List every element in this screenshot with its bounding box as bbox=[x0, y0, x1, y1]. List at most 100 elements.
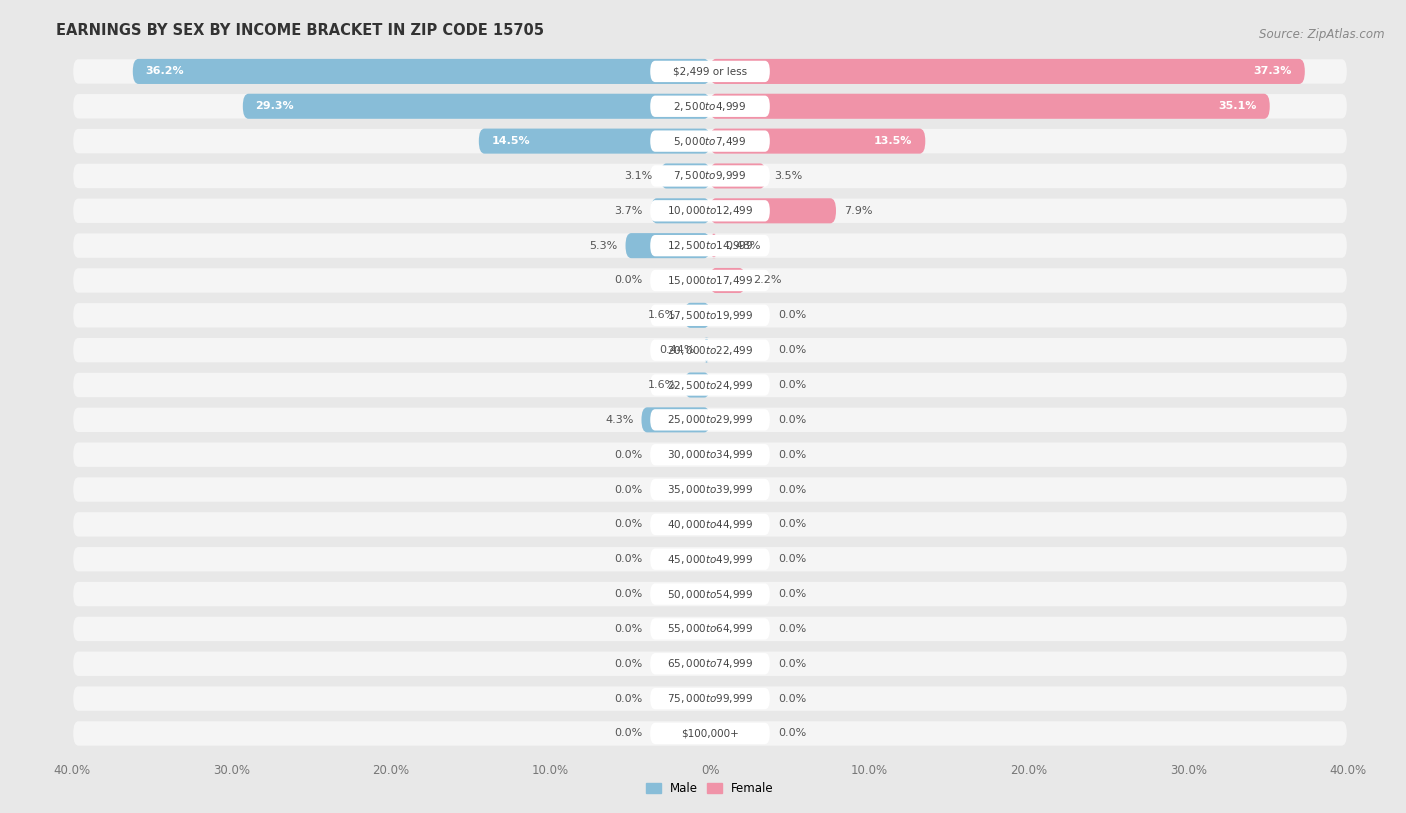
FancyBboxPatch shape bbox=[626, 233, 710, 259]
FancyBboxPatch shape bbox=[710, 59, 1305, 84]
FancyBboxPatch shape bbox=[72, 267, 1348, 293]
Text: $22,500 to $24,999: $22,500 to $24,999 bbox=[666, 379, 754, 392]
FancyBboxPatch shape bbox=[650, 235, 770, 256]
Text: 4.3%: 4.3% bbox=[605, 415, 634, 425]
FancyBboxPatch shape bbox=[650, 409, 770, 431]
FancyBboxPatch shape bbox=[685, 372, 710, 398]
Text: $30,000 to $34,999: $30,000 to $34,999 bbox=[666, 448, 754, 461]
FancyBboxPatch shape bbox=[72, 233, 1348, 259]
FancyBboxPatch shape bbox=[710, 198, 837, 224]
FancyBboxPatch shape bbox=[72, 615, 1348, 642]
Text: EARNINGS BY SEX BY INCOME BRACKET IN ZIP CODE 15705: EARNINGS BY SEX BY INCOME BRACKET IN ZIP… bbox=[56, 23, 544, 38]
Text: $5,000 to $7,499: $5,000 to $7,499 bbox=[673, 135, 747, 148]
Text: 2.2%: 2.2% bbox=[754, 276, 782, 285]
Text: 29.3%: 29.3% bbox=[256, 102, 294, 111]
FancyBboxPatch shape bbox=[651, 198, 710, 224]
FancyBboxPatch shape bbox=[650, 130, 770, 152]
FancyBboxPatch shape bbox=[650, 653, 770, 675]
FancyBboxPatch shape bbox=[661, 163, 710, 189]
Text: 0.0%: 0.0% bbox=[778, 624, 806, 634]
FancyBboxPatch shape bbox=[132, 59, 710, 84]
Text: 0.0%: 0.0% bbox=[778, 554, 806, 564]
Text: 0.0%: 0.0% bbox=[614, 450, 643, 459]
Text: 14.5%: 14.5% bbox=[492, 136, 530, 146]
FancyBboxPatch shape bbox=[72, 128, 1348, 154]
FancyBboxPatch shape bbox=[650, 444, 770, 465]
FancyBboxPatch shape bbox=[72, 476, 1348, 502]
Text: 0.0%: 0.0% bbox=[778, 589, 806, 599]
FancyBboxPatch shape bbox=[650, 165, 770, 187]
Text: 0.0%: 0.0% bbox=[778, 346, 806, 355]
FancyBboxPatch shape bbox=[650, 305, 770, 326]
Text: $15,000 to $17,499: $15,000 to $17,499 bbox=[666, 274, 754, 287]
FancyBboxPatch shape bbox=[710, 268, 745, 293]
FancyBboxPatch shape bbox=[650, 340, 770, 361]
Text: $10,000 to $12,499: $10,000 to $12,499 bbox=[666, 204, 754, 217]
Text: 0.0%: 0.0% bbox=[778, 728, 806, 738]
FancyBboxPatch shape bbox=[72, 685, 1348, 712]
Text: $50,000 to $54,999: $50,000 to $54,999 bbox=[666, 588, 754, 601]
Text: 1.6%: 1.6% bbox=[648, 380, 676, 390]
FancyBboxPatch shape bbox=[72, 372, 1348, 398]
Text: 0.0%: 0.0% bbox=[614, 554, 643, 564]
Text: $35,000 to $39,999: $35,000 to $39,999 bbox=[666, 483, 754, 496]
Text: 35.1%: 35.1% bbox=[1219, 102, 1257, 111]
Text: 0.0%: 0.0% bbox=[614, 659, 643, 669]
FancyBboxPatch shape bbox=[72, 546, 1348, 572]
FancyBboxPatch shape bbox=[650, 270, 770, 291]
Text: Source: ZipAtlas.com: Source: ZipAtlas.com bbox=[1260, 28, 1385, 41]
FancyBboxPatch shape bbox=[650, 374, 770, 396]
Text: 0.0%: 0.0% bbox=[778, 693, 806, 703]
FancyBboxPatch shape bbox=[72, 650, 1348, 677]
Text: 3.1%: 3.1% bbox=[624, 171, 652, 181]
Text: $100,000+: $100,000+ bbox=[681, 728, 740, 738]
Text: 0.0%: 0.0% bbox=[614, 485, 643, 494]
Text: 0.0%: 0.0% bbox=[614, 728, 643, 738]
Text: $2,499 or less: $2,499 or less bbox=[673, 67, 747, 76]
FancyBboxPatch shape bbox=[650, 200, 770, 221]
Text: 36.2%: 36.2% bbox=[146, 67, 184, 76]
Text: $20,000 to $22,499: $20,000 to $22,499 bbox=[666, 344, 754, 357]
Text: 0.0%: 0.0% bbox=[614, 276, 643, 285]
Text: $12,500 to $14,999: $12,500 to $14,999 bbox=[666, 239, 754, 252]
Text: 3.5%: 3.5% bbox=[773, 171, 801, 181]
Legend: Male, Female: Male, Female bbox=[641, 777, 779, 800]
FancyBboxPatch shape bbox=[641, 407, 710, 433]
FancyBboxPatch shape bbox=[72, 580, 1348, 607]
Text: 0.0%: 0.0% bbox=[778, 520, 806, 529]
Text: 0.0%: 0.0% bbox=[778, 311, 806, 320]
FancyBboxPatch shape bbox=[72, 337, 1348, 363]
FancyBboxPatch shape bbox=[72, 93, 1348, 120]
FancyBboxPatch shape bbox=[685, 302, 710, 328]
FancyBboxPatch shape bbox=[650, 514, 770, 535]
Text: $55,000 to $64,999: $55,000 to $64,999 bbox=[666, 623, 754, 636]
Text: 0.0%: 0.0% bbox=[778, 415, 806, 425]
Text: 0.0%: 0.0% bbox=[778, 659, 806, 669]
Text: 0.0%: 0.0% bbox=[778, 380, 806, 390]
Text: 0.0%: 0.0% bbox=[778, 485, 806, 494]
FancyBboxPatch shape bbox=[72, 720, 1348, 746]
Text: 3.7%: 3.7% bbox=[614, 206, 643, 215]
FancyBboxPatch shape bbox=[72, 441, 1348, 468]
FancyBboxPatch shape bbox=[650, 618, 770, 640]
FancyBboxPatch shape bbox=[479, 128, 710, 154]
Text: $2,500 to $4,999: $2,500 to $4,999 bbox=[673, 100, 747, 113]
FancyBboxPatch shape bbox=[710, 93, 1270, 119]
FancyBboxPatch shape bbox=[703, 337, 710, 363]
FancyBboxPatch shape bbox=[650, 723, 770, 744]
FancyBboxPatch shape bbox=[650, 479, 770, 500]
Text: 37.3%: 37.3% bbox=[1254, 67, 1292, 76]
Text: 0.0%: 0.0% bbox=[778, 450, 806, 459]
FancyBboxPatch shape bbox=[650, 688, 770, 709]
Text: 13.5%: 13.5% bbox=[875, 136, 912, 146]
FancyBboxPatch shape bbox=[72, 59, 1348, 85]
Text: 0.0%: 0.0% bbox=[614, 693, 643, 703]
Text: $45,000 to $49,999: $45,000 to $49,999 bbox=[666, 553, 754, 566]
FancyBboxPatch shape bbox=[710, 233, 717, 259]
FancyBboxPatch shape bbox=[650, 96, 770, 117]
Text: 5.3%: 5.3% bbox=[589, 241, 617, 250]
Text: 0.44%: 0.44% bbox=[659, 346, 695, 355]
FancyBboxPatch shape bbox=[710, 128, 925, 154]
Text: $7,500 to $9,999: $7,500 to $9,999 bbox=[673, 169, 747, 182]
FancyBboxPatch shape bbox=[243, 93, 710, 119]
